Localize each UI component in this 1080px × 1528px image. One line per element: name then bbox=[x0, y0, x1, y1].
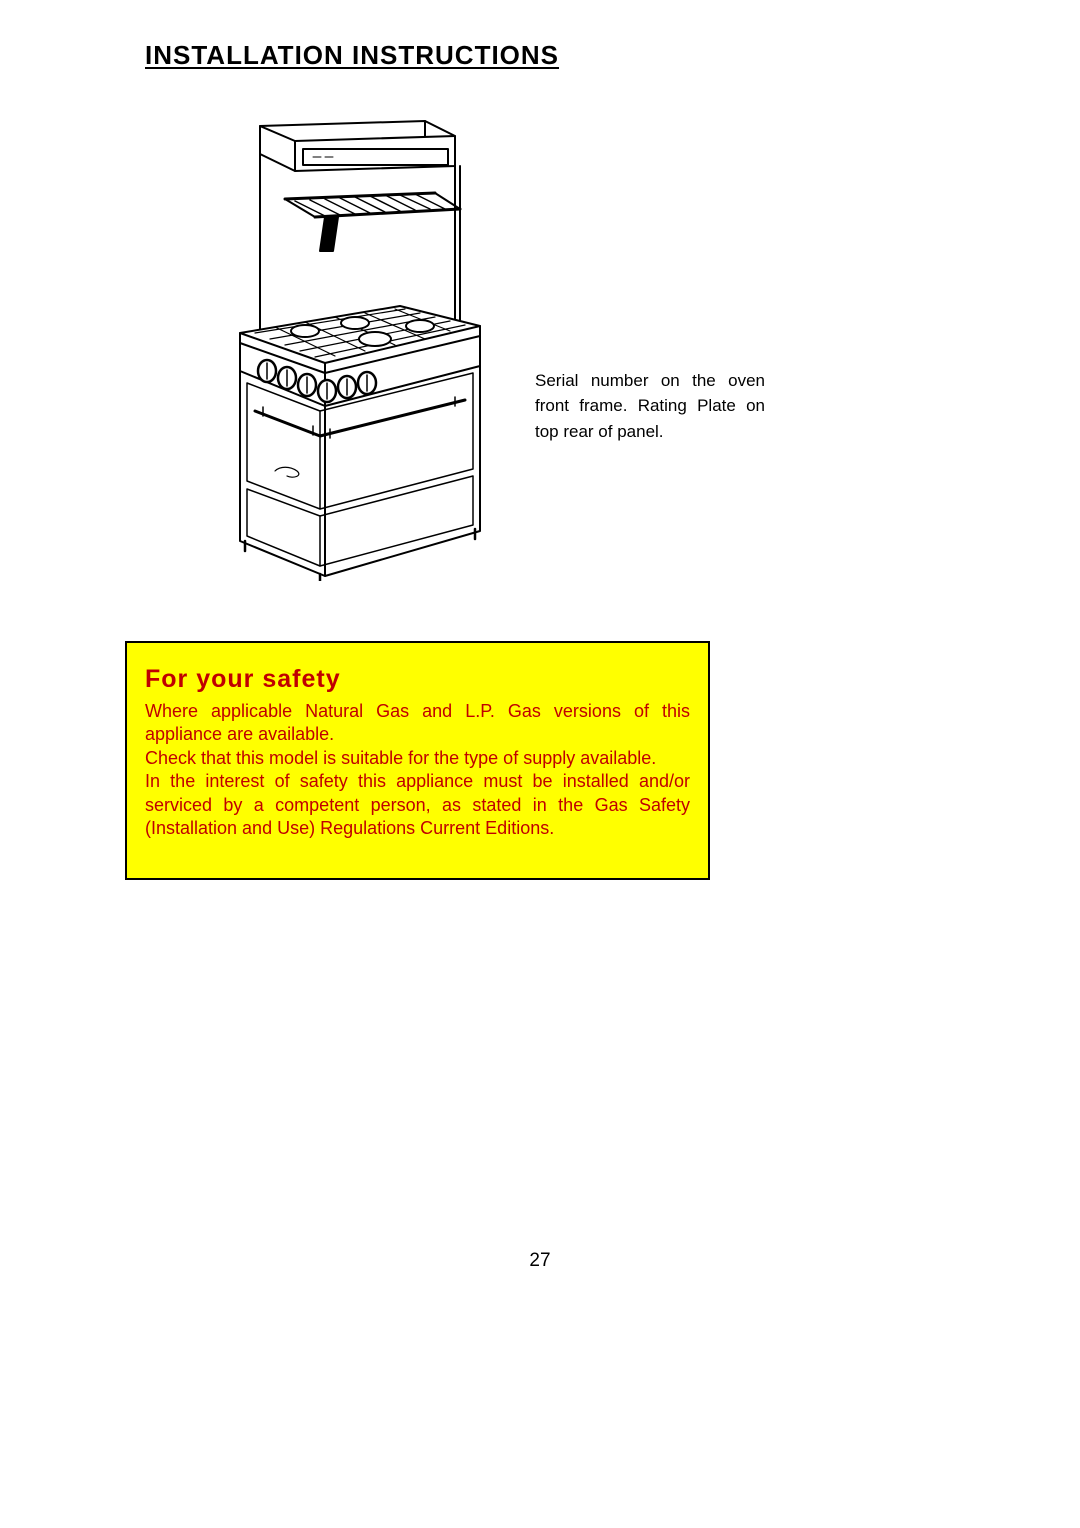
cooker-illustration bbox=[225, 111, 505, 581]
safety-box-text: Where applicable Natural Gas and L.P. Ga… bbox=[145, 700, 690, 840]
page-title: INSTALLATION INSTRUCTIONS bbox=[145, 40, 935, 71]
safety-box: For your safety Where applicable Natural… bbox=[125, 641, 710, 880]
page-number: 27 bbox=[0, 1250, 1080, 1272]
figure-row: Serial number on the oven front frame. R… bbox=[145, 111, 935, 581]
figure-caption: Serial number on the oven front frame. R… bbox=[535, 368, 765, 445]
safety-box-title: For your safety bbox=[145, 665, 690, 694]
